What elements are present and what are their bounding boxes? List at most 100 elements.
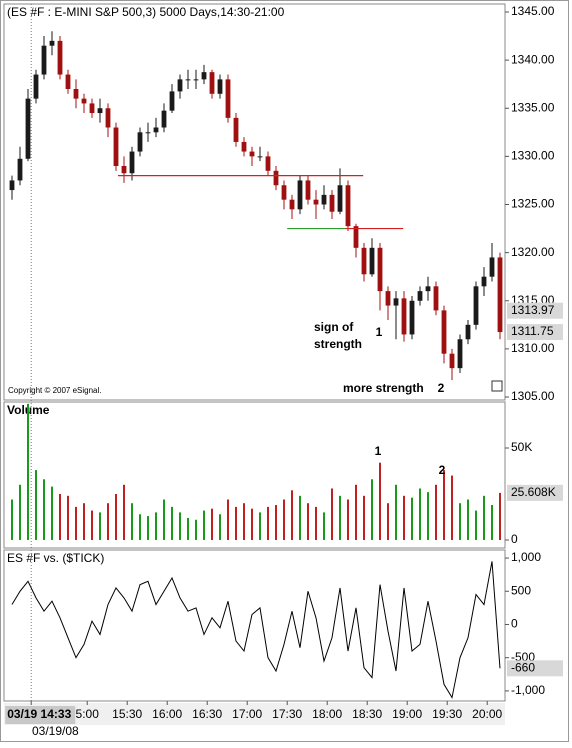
volume-bar	[283, 499, 285, 540]
volume-bar	[83, 503, 85, 540]
candle-body	[281, 185, 287, 200]
y-tick-label: 1340.00	[511, 52, 555, 66]
x-tick-label: 20:00	[472, 707, 502, 721]
volume-bar	[59, 493, 61, 540]
y-tick-label: 50K	[511, 440, 532, 454]
candle-body	[185, 79, 191, 81]
volume-bar	[203, 510, 205, 540]
last-value-label: 25.608K	[511, 485, 556, 499]
candle-body	[89, 103, 95, 114]
volume-bar	[307, 503, 309, 540]
x-tick-label: 5:00	[76, 707, 100, 721]
candle-body	[113, 127, 119, 166]
candle-body	[401, 298, 407, 335]
candle-body	[49, 40, 55, 46]
candle-body	[297, 180, 303, 210]
candle-body	[257, 156, 263, 158]
volume-bar	[323, 512, 325, 540]
last-value-label: -660	[511, 660, 535, 674]
candle-body	[81, 98, 87, 104]
annotation: strength	[314, 337, 362, 351]
candle-body	[417, 291, 423, 301]
copyright: Copyright © 2007 eSignal.	[8, 386, 102, 395]
volume-bar	[475, 510, 477, 540]
candle-body	[17, 158, 23, 181]
volume-bar	[235, 506, 237, 540]
volume-bar	[291, 490, 293, 540]
candle-body	[361, 247, 367, 275]
volume-bar	[195, 519, 197, 540]
x-tick-label: 16:30	[192, 707, 222, 721]
x-tick-label: 16:00	[152, 707, 182, 721]
x-tick-label: 17:00	[232, 707, 262, 721]
y-tick-label: 1310.00	[511, 341, 555, 355]
candle-body	[193, 79, 199, 81]
x-tick-label: 03/19 14:33	[7, 707, 71, 721]
volume-bar	[107, 503, 109, 540]
annotation: more strength	[343, 381, 424, 395]
panel-border	[3, 401, 506, 549]
volume-bar	[419, 488, 421, 540]
candle-body	[305, 180, 311, 200]
candle-body	[121, 166, 127, 174]
volume-bar	[259, 512, 261, 540]
candle-body	[65, 74, 71, 89]
volume-bar	[267, 506, 269, 540]
volume-bar	[11, 499, 13, 540]
x-tick-label: 19:00	[392, 707, 422, 721]
panel-title: ES #F vs. ($TICK)	[7, 551, 104, 565]
candle-body	[249, 151, 255, 157]
candle-body	[241, 141, 247, 152]
volume-bar	[75, 506, 77, 540]
candle-body	[289, 199, 295, 210]
volume-bar	[403, 495, 405, 540]
y-tick-label: 1330.00	[511, 149, 555, 163]
candle-body	[97, 108, 103, 114]
y-tick-label: 0	[511, 617, 518, 631]
candle-body	[337, 185, 343, 212]
volume-bar	[51, 486, 53, 540]
cursor-label-box	[5, 706, 76, 724]
volume-bar	[99, 512, 101, 540]
volume-bar	[163, 499, 165, 540]
volume-bar	[483, 495, 485, 540]
volume-bar	[499, 492, 501, 540]
candle-body	[33, 74, 39, 99]
volume-bar	[219, 514, 221, 540]
volume-bar	[171, 506, 173, 540]
volume-bar	[451, 475, 453, 540]
candle-body	[177, 79, 183, 92]
candle-body	[409, 300, 415, 335]
volume-bar	[123, 484, 125, 540]
candle-body	[153, 127, 159, 133]
volume-bar	[339, 495, 341, 540]
annotation: sign of	[314, 320, 354, 334]
volume-bar	[363, 495, 365, 540]
annotation: 2	[439, 463, 446, 477]
candle-body	[129, 151, 135, 174]
last-value-box	[507, 484, 563, 501]
x-tick-label: 18:30	[352, 707, 382, 721]
export-icon	[491, 380, 503, 392]
x-axis-strip	[4, 703, 505, 725]
candle-body	[329, 194, 335, 212]
last-value-box	[507, 324, 563, 341]
candle-body	[145, 132, 151, 134]
volume-bar	[147, 516, 149, 540]
candle-body	[105, 108, 111, 128]
candle-body	[353, 226, 359, 248]
y-tick-label: -1,000	[511, 683, 545, 697]
x-tick-label: 17:30	[272, 707, 302, 721]
volume-bar	[427, 492, 429, 540]
volume-bar	[467, 499, 469, 540]
candle-body	[385, 291, 391, 306]
volume-bar	[227, 499, 229, 540]
volume-bar	[379, 462, 381, 540]
y-tick-label: 1345.00	[511, 4, 555, 18]
candle-body	[273, 170, 279, 186]
candle-body	[201, 72, 207, 80]
candle-body	[73, 88, 79, 99]
candle-body	[265, 156, 271, 171]
volume-bar	[243, 503, 245, 540]
